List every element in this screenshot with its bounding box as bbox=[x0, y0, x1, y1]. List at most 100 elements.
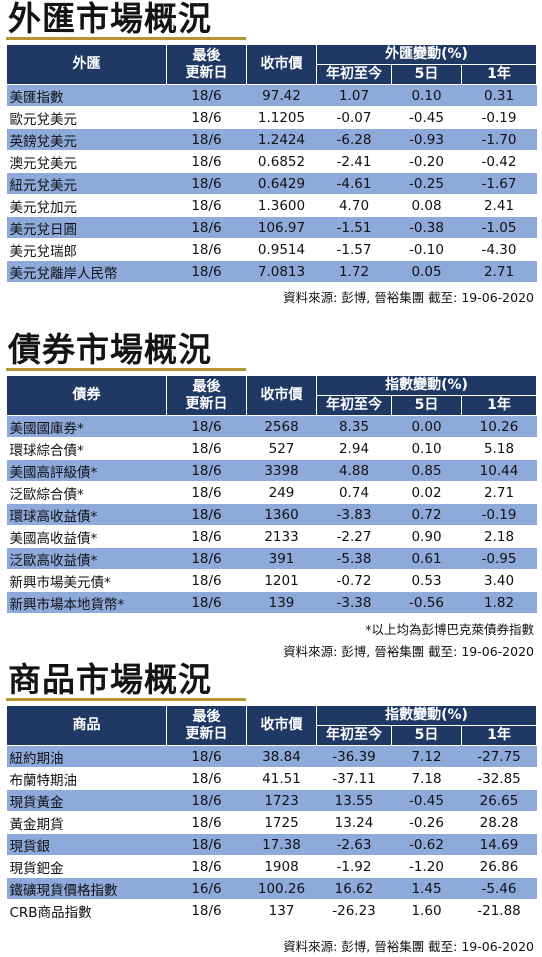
bond-header-name: 債券 bbox=[6, 375, 167, 416]
fx-table-row: 澳元兌美元 18/6 0.6852 -2.41 -0.20 -0.42 bbox=[6, 150, 537, 173]
fx-table-row: 美匯指數 18/6 97.42 1.07 0.10 0.31 bbox=[6, 84, 537, 107]
bond-cell-name: 美國高評級債* bbox=[6, 459, 167, 482]
fx-cell-close: 106.97 bbox=[246, 216, 317, 239]
bond-cell-d5: 0.85 bbox=[391, 459, 462, 482]
commodity-cell-close: 1723 bbox=[246, 789, 317, 812]
bond-cell-d5: 0.00 bbox=[391, 415, 462, 438]
commodity-header-change-group: 指數變動(%) bbox=[315, 705, 538, 726]
fx-cell-ytd: 1.72 bbox=[316, 260, 392, 283]
bond-table-row: 新興市場美元債* 18/6 1201 -0.72 0.53 3.40 bbox=[6, 569, 537, 592]
commodity-cell-y1: 26.86 bbox=[461, 855, 537, 878]
fx-cell-d5: -0.20 bbox=[391, 150, 462, 173]
commodity-cell-updated: 18/6 bbox=[166, 789, 247, 812]
fx-cell-d5: -0.38 bbox=[391, 216, 462, 239]
commodity-header-close: 收市價 bbox=[246, 705, 317, 746]
bond-cell-name: 新興市場本地貨幣* bbox=[6, 591, 167, 614]
fx-header-change-group: 外匯變動(%) bbox=[315, 44, 538, 65]
fx-cell-updated: 18/6 bbox=[166, 194, 247, 217]
commodity-cell-ytd: -2.63 bbox=[316, 833, 392, 856]
fx-cell-y1: 2.71 bbox=[461, 260, 537, 283]
fx-header-ytd: 年初至今 bbox=[316, 64, 392, 85]
bond-cell-close: 391 bbox=[246, 547, 317, 570]
fx-cell-d5: -0.93 bbox=[391, 128, 462, 151]
fx-cell-d5: -0.25 bbox=[391, 172, 462, 195]
bond-cell-updated: 18/6 bbox=[166, 481, 247, 504]
bond-table-row: 美國國庫券* 18/6 2568 8.35 0.00 10.26 bbox=[6, 415, 537, 438]
fx-cell-ytd: -4.61 bbox=[316, 172, 392, 195]
commodity-cell-ytd: 13.55 bbox=[316, 789, 392, 812]
fx-cell-ytd: 1.07 bbox=[316, 84, 392, 107]
bond-table-row: 泛歐高收益債* 18/6 391 -5.38 0.61 -0.95 bbox=[6, 547, 537, 570]
fx-cell-ytd: -0.07 bbox=[316, 106, 392, 129]
commodity-cell-updated: 18/6 bbox=[166, 811, 247, 834]
fx-cell-y1: -4.30 bbox=[461, 238, 537, 261]
fx-cell-close: 0.6852 bbox=[246, 150, 317, 173]
fx-cell-ytd: 4.70 bbox=[316, 194, 392, 217]
bond-cell-ytd: 2.94 bbox=[316, 437, 392, 460]
bond-cell-y1: 10.26 bbox=[461, 415, 537, 438]
fx-cell-updated: 18/6 bbox=[166, 128, 247, 151]
commodity-table-row: 紐約期油 18/6 38.84 -36.39 7.12 -27.75 bbox=[6, 745, 537, 768]
bond-cell-updated: 18/6 bbox=[166, 415, 247, 438]
fx-cell-close: 0.9514 bbox=[246, 238, 317, 261]
commodity-table-row: 現貨黃金 18/6 1723 13.55 -0.45 26.65 bbox=[6, 789, 537, 812]
commodity-cell-y1: 28.28 bbox=[461, 811, 537, 834]
fx-cell-updated: 18/6 bbox=[166, 260, 247, 283]
bond-cell-d5: 0.10 bbox=[391, 437, 462, 460]
commodity-header-updated: 最後 更新日 bbox=[166, 705, 247, 746]
commodity-source: 資料來源: 彭博, 晉裕集團 截至: 19-06-2020 bbox=[283, 939, 534, 954]
fx-table-row: 美元兌離岸人民幣 18/6 7.0813 1.72 0.05 2.71 bbox=[6, 260, 537, 283]
commodity-header-ytd: 年初至今 bbox=[316, 725, 392, 746]
commodity-cell-name: 現貨鈀金 bbox=[6, 855, 167, 878]
bond-cell-y1: 3.40 bbox=[461, 569, 537, 592]
commodity-header-name: 商品 bbox=[6, 705, 167, 746]
commodity-cell-y1: -27.75 bbox=[461, 745, 537, 768]
commodity-cell-ytd: -1.92 bbox=[316, 855, 392, 878]
fx-title: 外匯市場概況 bbox=[8, 0, 212, 38]
commodity-title-underline bbox=[6, 698, 246, 701]
bond-cell-ytd: 8.35 bbox=[316, 415, 392, 438]
bond-cell-d5: 0.53 bbox=[391, 569, 462, 592]
commodity-cell-name: 現貨銀 bbox=[6, 833, 167, 856]
fx-table-row: 美元兌加元 18/6 1.3600 4.70 0.08 2.41 bbox=[6, 194, 537, 217]
fx-cell-updated: 18/6 bbox=[166, 238, 247, 261]
fx-header-name: 外匯 bbox=[6, 44, 167, 85]
bond-cell-ytd: -0.72 bbox=[316, 569, 392, 592]
bond-cell-name: 新興市場美元債* bbox=[6, 569, 167, 592]
bond-cell-name: 環球高收益債* bbox=[6, 503, 167, 526]
commodity-cell-d5: 1.45 bbox=[391, 877, 462, 900]
commodity-cell-y1: -21.88 bbox=[461, 899, 537, 922]
fx-table-row: 美元兌日圓 18/6 106.97 -1.51 -0.38 -1.05 bbox=[6, 216, 537, 239]
commodity-cell-y1: 26.65 bbox=[461, 789, 537, 812]
commodity-cell-close: 1908 bbox=[246, 855, 317, 878]
commodity-cell-close: 17.38 bbox=[246, 833, 317, 856]
bond-cell-close: 1201 bbox=[246, 569, 317, 592]
fx-cell-name: 英鎊兌美元 bbox=[6, 128, 167, 151]
bond-cell-updated: 18/6 bbox=[166, 591, 247, 614]
fx-table-row: 美元兌瑞郎 18/6 0.9514 -1.57 -0.10 -4.30 bbox=[6, 238, 537, 261]
fx-cell-close: 1.1205 bbox=[246, 106, 317, 129]
fx-cell-d5: 0.05 bbox=[391, 260, 462, 283]
bond-cell-updated: 18/6 bbox=[166, 459, 247, 482]
fx-cell-y1: -0.42 bbox=[461, 150, 537, 173]
bond-source: 資料來源: 彭博, 晉裕集團 截至: 19-06-2020 bbox=[283, 644, 534, 659]
fx-cell-updated: 18/6 bbox=[166, 216, 247, 239]
bond-cell-name: 泛歐綜合債* bbox=[6, 481, 167, 504]
commodity-cell-close: 1725 bbox=[246, 811, 317, 834]
commodity-cell-close: 41.51 bbox=[246, 767, 317, 790]
bond-cell-ytd: -3.83 bbox=[316, 503, 392, 526]
bond-header-close: 收市價 bbox=[246, 375, 317, 416]
commodity-cell-name: 紐約期油 bbox=[6, 745, 167, 768]
bond-table-row: 環球綜合債* 18/6 527 2.94 0.10 5.18 bbox=[6, 437, 537, 460]
bond-cell-close: 1360 bbox=[246, 503, 317, 526]
fx-cell-name: 美元兌瑞郎 bbox=[6, 238, 167, 261]
bond-table: 債券 最後 更新日 收市價 指數變動(%) 年初至今 5日 1年 美國國庫券* 1… bbox=[6, 375, 538, 614]
commodity-cell-name: 現貨黃金 bbox=[6, 789, 167, 812]
bond-cell-ytd: -3.38 bbox=[316, 591, 392, 614]
bond-cell-updated: 18/6 bbox=[166, 525, 247, 548]
fx-table-row: 紐元兌美元 18/6 0.6429 -4.61 -0.25 -1.67 bbox=[6, 172, 537, 195]
bond-table-row: 新興市場本地貨幣* 18/6 139 -3.38 -0.56 1.82 bbox=[6, 591, 537, 614]
bond-header-ytd: 年初至今 bbox=[316, 395, 392, 416]
bond-cell-updated: 18/6 bbox=[166, 569, 247, 592]
commodity-cell-close: 137 bbox=[246, 899, 317, 922]
